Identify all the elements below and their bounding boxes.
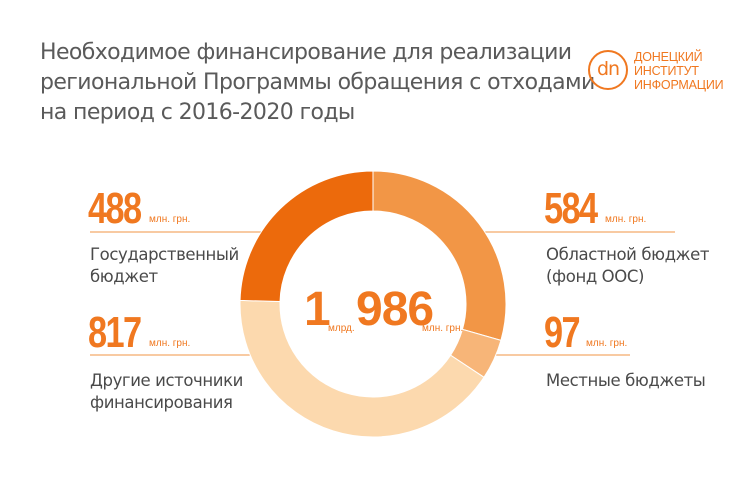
logo-line-3: ИНФОРМАЦИИ [634, 78, 724, 92]
label-state-budget: Государственный бюджет [90, 244, 239, 288]
value-local-budgets: 97 [544, 308, 581, 357]
unit-state-budget: млн. грн. [149, 214, 191, 225]
unit-regional-budget: млн. грн. [605, 214, 647, 225]
unit-local-budgets: млн. грн. [586, 338, 628, 349]
value-other-sources: 817 [88, 308, 142, 357]
title-line-1: Необходимое финансирование для реализаци… [40, 40, 572, 65]
title-line-3: на период с 2016-2020 годы [40, 100, 355, 125]
label-other-sources: Другие источники финансирования [90, 370, 243, 414]
total-prefix-unit: млрд. [328, 323, 355, 334]
chart-title: Необходимое финансирование для реализаци… [40, 38, 595, 128]
total-value: 986 [356, 283, 434, 336]
amount-local-budgets: 97 млн. грн. [544, 308, 627, 358]
value-regional-budget: 584 [544, 184, 598, 233]
donut-slice-3 [239, 170, 374, 303]
logo-line-1: ДОНЕЦКИЙ [634, 50, 703, 64]
label-regional-budget-line-1: Областной бюджет [546, 245, 710, 264]
logo-text: ДОНЕЦКИЙ ИНСТИТУТ ИНФОРМАЦИИ [634, 50, 754, 92]
label-state-budget-line-2: бюджет [90, 267, 158, 286]
unit-other-sources: млн. грн. [149, 338, 191, 349]
total-unit: млн. грн. [422, 323, 464, 334]
label-regional-budget: Областной бюджет (фонд ООС) [546, 244, 709, 288]
label-regional-budget-line-2: (фонд ООС) [546, 267, 645, 286]
donut-slices [239, 170, 507, 438]
amount-state-budget: 488 млн. грн. [88, 184, 190, 234]
label-other-sources-line-1: Другие источники [90, 371, 243, 390]
label-other-sources-line-2: финансирования [90, 393, 233, 412]
logo-mark: dn [588, 50, 628, 90]
donut-slice-2 [239, 299, 485, 438]
logo-line-2: ИНСТИТУТ [634, 64, 699, 78]
label-local-budgets-line-1: Местные бюджеты [546, 371, 706, 390]
total-prefix: 1 [304, 283, 331, 336]
label-local-budgets: Местные бюджеты [546, 370, 706, 392]
value-state-budget: 488 [88, 184, 142, 233]
title-line-2: региональной Программы обращения с отход… [40, 70, 595, 95]
amount-other-sources: 817 млн. грн. [88, 308, 190, 358]
amount-regional-budget: 584 млн. грн. [544, 184, 646, 234]
label-state-budget-line-1: Государственный [90, 245, 239, 264]
